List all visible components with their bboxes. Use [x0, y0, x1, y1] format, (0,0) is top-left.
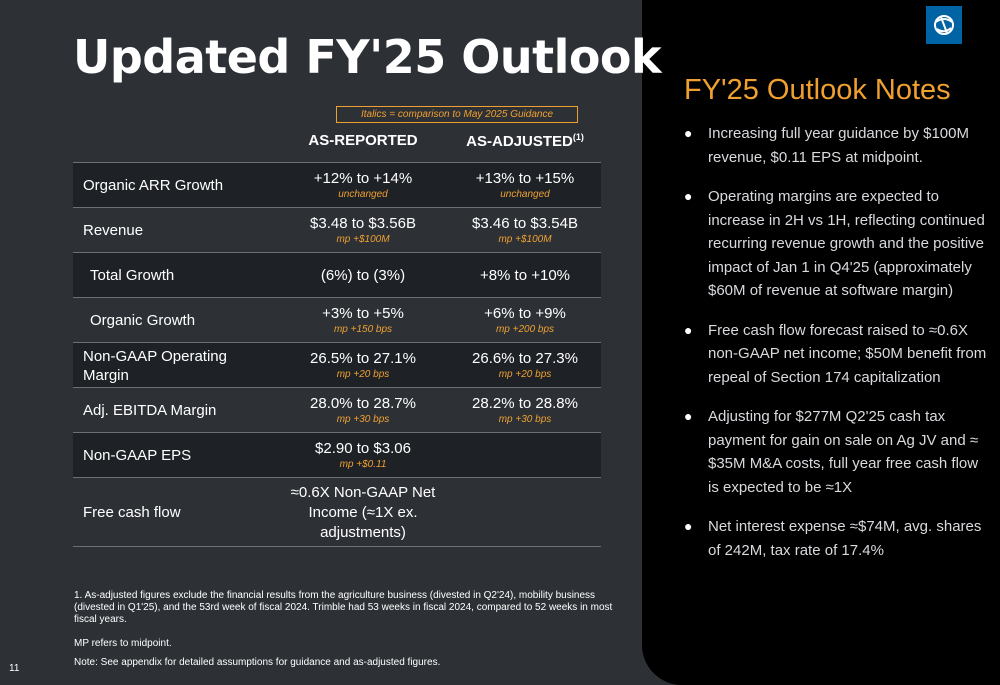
- adjusted-value: 26.6% to 27.3%: [472, 350, 578, 367]
- list-item: ● Free cash flow forecast raised to ≈0.6X…: [684, 319, 989, 390]
- adjusted-value: +8% to +10%: [479, 266, 571, 284]
- reported-value: (6%) to (3%): [320, 266, 406, 284]
- reported-change-note: mp +30 bps: [336, 414, 390, 425]
- list-item: ● Increasing full year guidance by $100M …: [684, 122, 989, 169]
- table-row: Non-GAAP EPS $2.90 to $3.06 mp +$0.11: [73, 432, 601, 478]
- page-title: Updated FY'25 Outlook: [73, 30, 662, 84]
- adjusted-cell: 28.2% to 28.8% mp +30 bps: [445, 388, 605, 433]
- table-row: Organic Growth +3% to +5% mp +150 bps +6…: [73, 297, 601, 343]
- page-number: 11: [9, 663, 20, 674]
- adjusted-value: +6% to +9%: [484, 305, 566, 322]
- adjusted-cell: +13% to +15% unchanged: [445, 163, 605, 208]
- reported-change-note: unchanged: [338, 189, 388, 200]
- row-label: Free cash flow: [83, 504, 181, 521]
- notes-title: FY'25 Outlook Notes: [684, 74, 951, 106]
- adjusted-value: 28.2% to 28.8%: [472, 395, 578, 412]
- company-logo: [926, 6, 962, 44]
- reported-cell: +3% to +5% mp +150 bps: [283, 298, 443, 343]
- reported-value: $2.90 to $3.06: [315, 440, 411, 457]
- bullet-dot-icon: ●: [684, 125, 693, 141]
- reported-cell: +12% to +14% unchanged: [283, 163, 443, 208]
- adjusted-change-note: mp +30 bps: [498, 414, 552, 425]
- row-label: Revenue: [83, 222, 144, 239]
- adjusted-cell: +6% to +9% mp +200 bps: [445, 298, 605, 343]
- bullet-dot-icon: ●: [684, 518, 693, 534]
- reported-value: +3% to +5%: [322, 305, 404, 322]
- adjusted-change-note: mp +20 bps: [498, 369, 552, 380]
- row-label: Non-GAAP EPS: [83, 447, 192, 464]
- reported-cell: (6%) to (3%): [283, 253, 443, 298]
- trimble-globe-icon: [934, 15, 954, 35]
- footnote: 1. As-adjusted figures exclude the finan…: [74, 590, 613, 625]
- adjusted-value: $3.46 to $3.54B: [472, 215, 578, 232]
- list-item: ● Operating margins are expected to incre…: [684, 185, 989, 303]
- adjusted-change-note: mp +$100M: [498, 234, 552, 245]
- bullet-dot-icon: ●: [684, 408, 693, 424]
- list-item: ● Adjusting for $277M Q2'25 cash tax paym…: [684, 405, 989, 499]
- adjusted-cell: +8% to +10%: [445, 253, 605, 298]
- adjusted-cell: $3.46 to $3.54B mp +$100M: [445, 208, 605, 253]
- midpoint-note: MP refers to midpoint.: [74, 638, 172, 649]
- adjusted-change-note: unchanged: [500, 189, 550, 200]
- reported-change-note: mp +$0.11: [339, 459, 387, 470]
- column-header-adjusted: AS-ADJUSTED(1): [466, 132, 584, 150]
- list-item: ● Net interest expense ≈$74M, avg. shares…: [684, 515, 989, 562]
- row-label: Non-GAAP Operating Margin: [83, 347, 227, 384]
- appendix-note: Note: See appendix for detailed assumpti…: [74, 657, 441, 668]
- table-bottom-rule: [73, 546, 601, 547]
- reported-value: 28.0% to 28.7%: [310, 395, 416, 412]
- table-row: Non-GAAP Operating Margin 26.5% to 27.1%…: [73, 342, 601, 388]
- reported-change-note: mp +150 bps: [333, 324, 393, 335]
- table-row: Revenue $3.48 to $3.56B mp +$100M $3.46 …: [73, 207, 601, 253]
- adjusted-cell: 26.6% to 27.3% mp +20 bps: [445, 343, 605, 388]
- row-label: Organic ARR Growth: [83, 177, 224, 194]
- table-row: Free cash flow ≈0.6X Non-GAAP Net Income…: [73, 477, 601, 547]
- adjusted-value: +13% to +15%: [475, 170, 575, 187]
- row-label: Adj. EBITDA Margin: [83, 402, 217, 419]
- bullet-dot-icon: ●: [684, 188, 693, 204]
- column-header-reported: AS-REPORTED: [308, 132, 418, 149]
- reported-cell: $2.90 to $3.06 mp +$0.11: [283, 433, 443, 478]
- row-label: Total Growth: [90, 267, 175, 284]
- table-row: Total Growth (6%) to (3%) +8% to +10%: [73, 252, 601, 298]
- reported-value: +12% to +14%: [313, 170, 413, 187]
- bullet-dot-icon: ●: [684, 321, 693, 338]
- reported-value: $3.48 to $3.56B: [310, 215, 416, 232]
- table-row: Organic ARR Growth +12% to +14% unchange…: [73, 162, 601, 208]
- guidance-legend: Italics = comparison to May 2025 Guidanc…: [336, 106, 578, 123]
- reported-cell: 26.5% to 27.1% mp +20 bps: [283, 343, 443, 388]
- reported-value: ≈0.6X Non-GAAP Net Income (≈1X ex. adjus…: [290, 483, 436, 541]
- table-row: Adj. EBITDA Margin 28.0% to 28.7% mp +30…: [73, 387, 601, 433]
- reported-cell: ≈0.6X Non-GAAP Net Income (≈1X ex. adjus…: [283, 478, 443, 547]
- notes-panel: [642, 0, 1000, 685]
- reported-cell: $3.48 to $3.56B mp +$100M: [283, 208, 443, 253]
- reported-cell: 28.0% to 28.7% mp +30 bps: [283, 388, 443, 433]
- adjusted-change-note: mp +200 bps: [495, 324, 555, 335]
- row-label: Organic Growth: [90, 312, 196, 329]
- reported-value: 26.5% to 27.1%: [310, 350, 416, 367]
- reported-change-note: mp +$100M: [336, 234, 390, 245]
- reported-change-note: mp +20 bps: [336, 369, 390, 380]
- notes-list: ● Increasing full year guidance by $100M …: [684, 122, 989, 578]
